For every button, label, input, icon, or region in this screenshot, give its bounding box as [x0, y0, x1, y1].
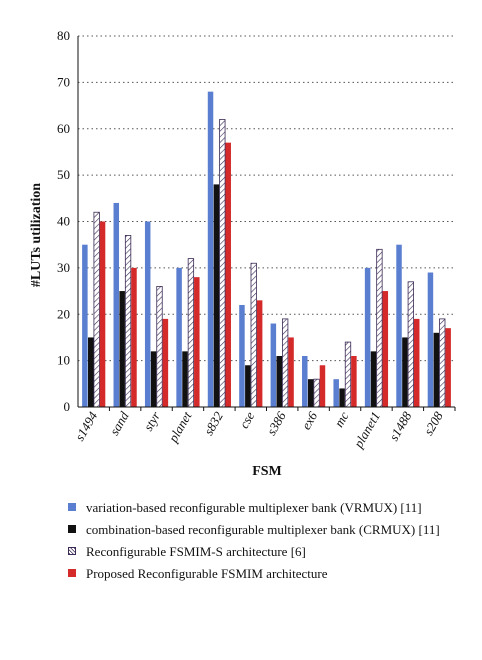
- bar-s1488-series-2: [407, 281, 414, 408]
- bar-planet-series-3: [194, 277, 200, 407]
- bar-cse-series-2: [250, 262, 257, 408]
- legend-swatch: [68, 547, 76, 555]
- legend: variation-based reconfigurable multiplex…: [68, 500, 468, 588]
- bar-s1494-series-0: [82, 244, 88, 407]
- y-tick-label: 60: [57, 121, 70, 136]
- bar-styr-series-2: [156, 286, 163, 408]
- y-tick-labels: 0 10 20 30 40 50 60 70 80: [57, 28, 70, 414]
- x-tick-label: ex6: [298, 409, 320, 433]
- x-tick-label: sand: [106, 409, 132, 438]
- bar-s832-series-2: [219, 119, 226, 408]
- legend-swatch: [68, 525, 76, 533]
- bar-cse-series-3: [256, 300, 263, 407]
- bar-planet1-series-1: [370, 351, 377, 407]
- legend-item-crmux: combination-based reconfigurable multipl…: [68, 522, 468, 537]
- bar-s208-series-0: [427, 272, 434, 407]
- bar-s208-series-2: [439, 318, 446, 408]
- bar-mc-series-1: [339, 388, 345, 407]
- legend-label: variation-based reconfigurable multiplex…: [86, 500, 422, 515]
- x-tick-label: s386: [264, 409, 290, 438]
- x-tick-label: s1488: [386, 409, 415, 444]
- legend-label: Reconfigurable FSMIM-S architecture [6]: [86, 544, 306, 559]
- bar-ex6-series-1: [307, 379, 314, 407]
- bar-styr-series-3: [162, 318, 169, 407]
- legend-label: Proposed Reconfigurable FSMIM architectu…: [86, 566, 328, 581]
- y-axis-title: #LUTs utilization: [29, 183, 44, 287]
- y-tick-label: 50: [57, 167, 70, 182]
- x-tick-label: s1494: [72, 409, 101, 444]
- bar-s386-series-0: [270, 323, 277, 407]
- legend-label: combination-based reconfigurable multipl…: [86, 522, 440, 537]
- bar-cse-series-0: [239, 304, 245, 407]
- bar-chart: 0 10 20 30 40 50 60 70 80 s1494 sand styr planet s83…: [29, 28, 456, 479]
- axes: [77, 36, 456, 411]
- y-tick-label: 70: [57, 74, 70, 89]
- bar-planet1-series-2: [376, 248, 383, 408]
- bar-s208-series-1: [433, 332, 440, 407]
- y-tick-label: 20: [57, 306, 70, 321]
- bar-sand-series-0: [113, 202, 120, 407]
- x-tick-label: cse: [236, 409, 257, 431]
- x-tick-label: planet: [165, 409, 195, 446]
- bar-mc-series-0: [333, 379, 339, 407]
- bar-ex6-series-0: [302, 355, 308, 407]
- bar-s1488-series-0: [396, 244, 402, 407]
- bar-cse-series-1: [245, 365, 251, 407]
- bar-ex6-series-3: [319, 365, 326, 407]
- bar-s1494-series-1: [88, 337, 94, 407]
- legend-item-vrmux: variation-based reconfigurable multiplex…: [68, 500, 468, 515]
- x-tick-label: s208: [421, 409, 447, 438]
- bar-sand-series-2: [124, 235, 132, 408]
- bar-s386-series-1: [276, 355, 283, 407]
- bar-s1494-series-2: [93, 211, 100, 408]
- bar-planet1-series-3: [382, 291, 389, 407]
- bar-styr-series-0: [144, 221, 151, 407]
- bar-styr-series-1: [150, 351, 157, 407]
- bar-planet-series-0: [176, 267, 182, 407]
- bar-ex6-series-2: [313, 378, 320, 408]
- bar-s1494-series-3: [99, 221, 106, 407]
- bar-planet-series-2: [187, 258, 195, 408]
- x-tick-label: mc: [331, 409, 352, 430]
- bar-s208-series-3: [445, 328, 451, 407]
- bar-s1488-series-1: [402, 337, 408, 407]
- legend-swatch: [68, 569, 76, 577]
- y-tick-label: 30: [57, 260, 70, 275]
- bar-s832-series-0: [207, 91, 214, 408]
- y-tick-label: 0: [64, 399, 71, 414]
- x-tick-label: styr: [140, 408, 163, 433]
- bar-s1488-series-3: [413, 318, 420, 407]
- x-tick-labels: s1494 sand styr planet s832 cse s386 ex6 mcplane…: [72, 408, 446, 451]
- x-tick-label: s832: [201, 409, 227, 438]
- bar-mc-series-2: [344, 341, 352, 408]
- bar-planet1-series-0: [364, 267, 371, 407]
- bars: [82, 91, 451, 408]
- y-tick-label: 40: [57, 214, 70, 229]
- bar-s386-series-2: [282, 318, 289, 408]
- bar-planet-series-1: [182, 351, 188, 407]
- legend-swatch: [68, 503, 76, 511]
- bar-s832-series-1: [213, 184, 220, 407]
- x-tick-label: planet1: [350, 409, 383, 451]
- bar-s386-series-3: [288, 337, 294, 407]
- bar-mc-series-3: [351, 355, 357, 407]
- y-tick-label: 10: [57, 353, 70, 368]
- legend-item-proposed: Proposed Reconfigurable FSMIM architectu…: [68, 566, 468, 581]
- x-axis-title: FSM: [252, 464, 282, 479]
- y-tick-label: 80: [57, 28, 70, 43]
- legend-item-fsmim-s: Reconfigurable FSMIM-S architecture [6]: [68, 544, 468, 559]
- bar-sand-series-3: [131, 267, 137, 407]
- bar-s832-series-3: [225, 142, 231, 407]
- bar-sand-series-1: [119, 291, 125, 407]
